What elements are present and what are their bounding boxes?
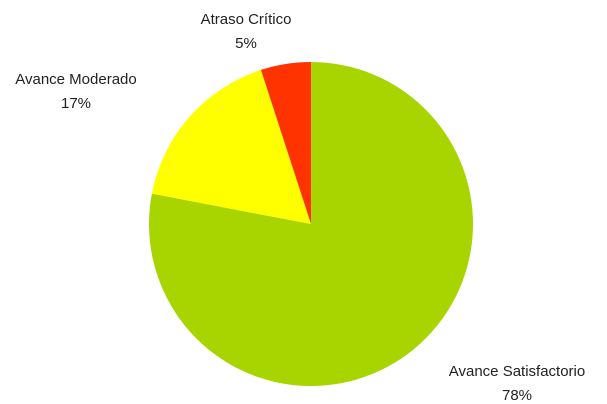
slice-label: Atraso Crítico [201,11,292,28]
pie-slice [260,62,311,224]
slice-value-label: 5% [235,35,257,52]
slice-value-label: 17% [61,95,91,112]
slice-label: Avance Moderado [15,71,136,88]
slice-label: Avance Satisfactorio [449,363,585,380]
slice-value-label: 78% [502,387,532,404]
pie-slice [151,69,311,225]
